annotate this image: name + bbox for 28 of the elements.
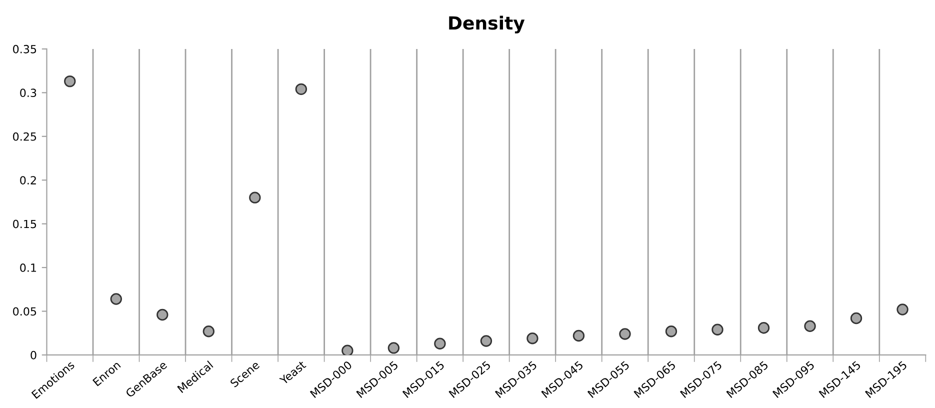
- point: [572, 330, 585, 342]
- point: [156, 308, 168, 321]
- point: [619, 328, 631, 340]
- y-tick-label: 0.15: [13, 220, 36, 228]
- y-tick-label: 0: [30, 350, 36, 360]
- point: [110, 293, 122, 305]
- point: [434, 338, 446, 350]
- y-tick-label: 0.3: [20, 88, 36, 98]
- y-tick-label: 0.25: [13, 132, 36, 141]
- point: [480, 335, 492, 347]
- point: [342, 344, 354, 355]
- y-tick-label: 0.35: [13, 44, 36, 54]
- point: [526, 332, 538, 344]
- point: [295, 83, 308, 96]
- point: [202, 326, 214, 338]
- point: [896, 304, 908, 316]
- point: [712, 324, 724, 336]
- point: [388, 342, 400, 354]
- chart-title: Density: [449, 16, 525, 34]
- y-tick-label: 0.1: [20, 264, 36, 272]
- y-tick-label: 0.05: [13, 307, 36, 316]
- y-tick-label: 0.2: [20, 176, 36, 184]
- point: [804, 320, 816, 332]
- point: [758, 322, 770, 334]
- point: [850, 312, 862, 324]
- point: [249, 192, 261, 204]
- point: [64, 75, 76, 88]
- point: [665, 326, 678, 338]
